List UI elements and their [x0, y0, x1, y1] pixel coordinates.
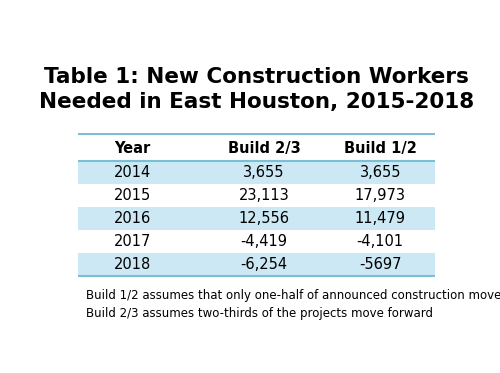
Text: 2017: 2017 — [114, 234, 151, 249]
Text: Build 1/2: Build 1/2 — [344, 141, 416, 156]
Text: 12,556: 12,556 — [238, 211, 290, 226]
Text: Table 1: New Construction Workers
Needed in East Houston, 2015-2018: Table 1: New Construction Workers Needed… — [38, 67, 474, 112]
Text: 23,113: 23,113 — [238, 188, 290, 203]
Bar — [78, 253, 434, 276]
Text: -4,101: -4,101 — [356, 234, 404, 249]
Bar — [78, 184, 434, 207]
Bar — [78, 230, 434, 253]
Text: 17,973: 17,973 — [355, 188, 406, 203]
Text: Build 1/2 assumes that only one-half of announced construction moves forward;
Bu: Build 1/2 assumes that only one-half of … — [86, 289, 500, 320]
Text: -5697: -5697 — [359, 257, 402, 272]
Text: -6,254: -6,254 — [240, 257, 288, 272]
Text: 2015: 2015 — [114, 188, 151, 203]
Bar — [78, 207, 434, 230]
Bar — [78, 161, 434, 184]
Text: 11,479: 11,479 — [355, 211, 406, 226]
Text: 2018: 2018 — [114, 257, 151, 272]
Text: Build 2/3: Build 2/3 — [228, 141, 300, 156]
Bar — [78, 135, 434, 161]
Text: 3,655: 3,655 — [360, 165, 401, 180]
Text: -4,419: -4,419 — [240, 234, 288, 249]
Text: 2014: 2014 — [114, 165, 151, 180]
Text: 2016: 2016 — [114, 211, 151, 226]
Text: Year: Year — [114, 141, 150, 156]
Text: 3,655: 3,655 — [243, 165, 285, 180]
